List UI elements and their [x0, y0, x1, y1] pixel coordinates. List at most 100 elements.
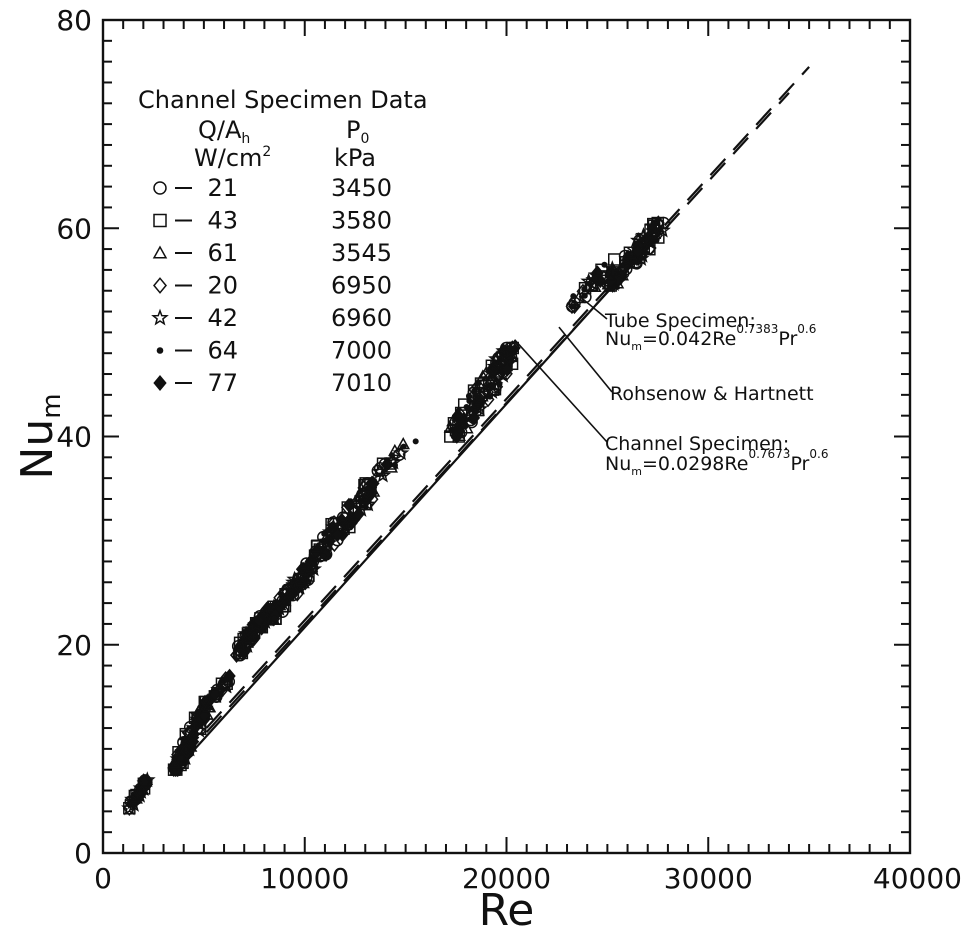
correlation-line	[182, 66, 810, 754]
data-point	[153, 277, 167, 294]
data-point	[475, 391, 488, 404]
x-axis-title: Re	[479, 885, 535, 930]
annotation-leader	[513, 339, 608, 443]
data-point	[304, 559, 319, 573]
x-tick-label: 30000	[664, 862, 753, 895]
data-point	[595, 263, 608, 277]
legend-q-value: 61	[207, 239, 238, 267]
data-point	[475, 389, 489, 402]
legend-col2-header: P0	[346, 116, 369, 147]
legend-p-value: 7000	[331, 337, 392, 365]
data-point	[331, 516, 349, 533]
data-point	[277, 593, 292, 607]
x-tick-label: 20000	[462, 862, 551, 895]
data-point	[252, 613, 265, 628]
x-tick-label: 0	[94, 862, 112, 895]
data-point	[152, 245, 168, 259]
x-tick-label: 10000	[260, 862, 349, 895]
data-point	[504, 351, 518, 364]
legend-title: Channel Specimen Data	[138, 86, 428, 114]
data-point	[273, 590, 287, 606]
data-point	[187, 736, 194, 743]
data-point	[657, 216, 670, 230]
data-point	[607, 253, 621, 266]
legend-p-value: 6950	[331, 272, 392, 300]
data-point	[506, 341, 519, 355]
data-point	[201, 700, 216, 713]
legend-p-value: 7010	[331, 369, 392, 397]
annotation-label: Tube Specimen:	[604, 310, 756, 332]
annotation-label: Rohsenow & Hartnett	[610, 383, 814, 405]
data-point	[465, 392, 473, 399]
data-point	[153, 213, 167, 228]
data-point	[319, 547, 333, 562]
data-point	[234, 648, 247, 662]
data-point	[320, 553, 327, 560]
legend-q-value: 43	[207, 207, 238, 235]
data-point	[122, 800, 136, 816]
data-point	[378, 457, 392, 471]
data-point	[180, 742, 194, 759]
data-point	[300, 561, 317, 578]
data-point	[502, 342, 520, 359]
y-axis-title: Num	[12, 393, 67, 479]
y-tick-label: 0	[74, 837, 92, 870]
data-point	[341, 517, 355, 534]
data-point	[286, 570, 303, 587]
data-point	[359, 490, 372, 504]
annotation-label: Channel Specimen:	[605, 433, 789, 455]
data-point	[565, 298, 579, 315]
data-point	[591, 275, 598, 282]
data-point	[482, 368, 497, 381]
legend-q-value: 21	[207, 174, 238, 202]
annotation-equation: Num=0.0298Re0.7673Pr0.6	[605, 447, 828, 478]
x-tick-label: 40000	[873, 862, 962, 895]
legend-q-value: 64	[207, 337, 238, 365]
data-point	[647, 223, 654, 230]
data-point	[367, 475, 380, 491]
data-point	[345, 502, 352, 509]
data-point	[400, 443, 407, 450]
legend-p-value: 3580	[331, 207, 392, 235]
y-tick-label: 20	[56, 629, 92, 662]
annotation-leader	[558, 326, 613, 393]
data-point	[584, 275, 602, 292]
legend-q-value: 77	[207, 369, 238, 397]
legend-col2-units: kPa	[334, 144, 376, 172]
data-point	[135, 784, 149, 801]
data-point	[486, 393, 494, 400]
legend-p-value: 3450	[331, 174, 392, 202]
data-point	[567, 298, 581, 315]
data-point	[365, 491, 379, 507]
data-point	[156, 347, 164, 354]
data-point	[352, 506, 365, 522]
annotation-equation: Num=0.042Re0.7383Pr0.6	[605, 322, 816, 353]
legend-p-value: 3545	[331, 239, 392, 267]
data-point	[153, 181, 167, 195]
data-point	[290, 586, 304, 602]
data-point	[198, 708, 211, 724]
data-point	[295, 573, 309, 587]
data-point	[217, 677, 235, 694]
legend-q-value: 20	[207, 272, 238, 300]
legend-col1-header: Q/Ah	[198, 116, 250, 147]
data-point	[269, 607, 282, 623]
legend-q-value: 42	[207, 304, 238, 332]
data-point	[501, 362, 514, 377]
data-point	[318, 534, 335, 550]
data-point	[309, 545, 323, 558]
data-point	[469, 399, 482, 413]
y-tick-label: 60	[56, 212, 92, 245]
data-point	[604, 273, 617, 289]
data-point	[451, 408, 465, 421]
data-point	[247, 630, 261, 647]
data-point	[321, 530, 328, 537]
data-point	[631, 244, 644, 259]
data-point	[412, 438, 419, 445]
data-point	[604, 279, 617, 292]
data-point	[208, 690, 222, 703]
y-tick-label: 80	[56, 4, 92, 37]
data-point	[281, 583, 294, 596]
data-point	[476, 379, 489, 392]
data-point	[327, 516, 340, 529]
